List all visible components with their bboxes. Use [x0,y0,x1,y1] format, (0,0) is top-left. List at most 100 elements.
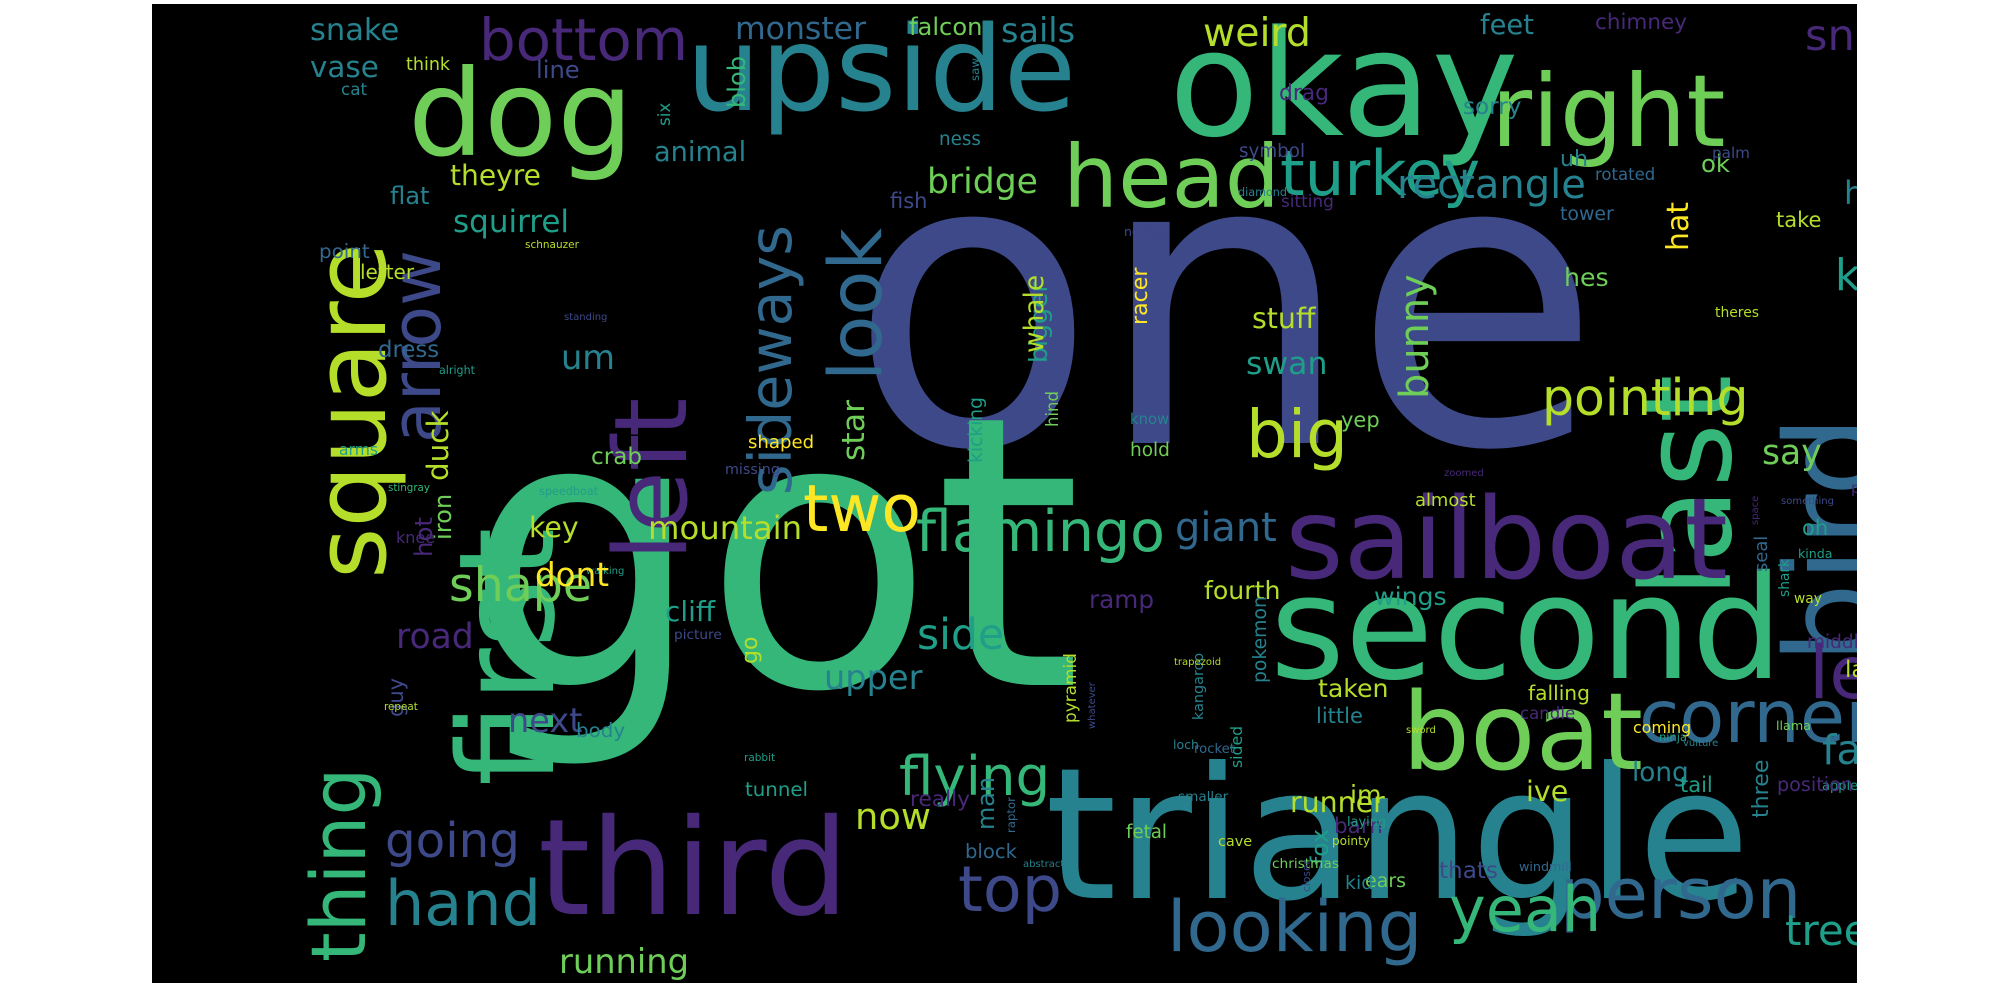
word-walking: walking [586,566,625,577]
word-flying: flying [899,744,1051,808]
word-know: know [1130,411,1170,428]
word-kicking: kicking [966,396,987,463]
word-sword: sword [1406,725,1436,736]
word-pipe: pipe [1851,480,1857,497]
word-arms: arms [339,441,379,459]
word-theyre: theyre [450,159,541,192]
word-space: space [1750,495,1761,525]
word-symbol: symbol [1239,141,1306,162]
word-hot: hot [409,517,438,557]
word-shark: shark [1777,558,1793,597]
word-rabbit: rabbit [744,752,776,764]
word-running: running [559,942,689,981]
word-say: say [1762,433,1822,473]
word-tail: tail [1680,773,1713,797]
word-shaped: shaped [748,432,815,453]
word-sorry: sorry [1463,94,1522,120]
word-bunny: bunny [1392,274,1438,399]
word-feet: feet [1480,10,1534,41]
word-cat: cat [341,79,368,99]
word-right: right [1491,53,1726,170]
word-palm: palm [1712,144,1750,162]
word-six: six [654,102,674,126]
word-duck: duck [421,410,455,481]
word-snout: snout [1805,11,1857,61]
word-bridge: bridge [927,162,1038,202]
word-hold: hold [1130,440,1170,461]
word-looking: looking [1167,886,1423,968]
word-vase: vase [310,50,379,84]
word-schnauzer: schnauzer [525,239,579,251]
word-thats: thats [1439,858,1498,884]
word-road: road [396,617,474,657]
word-second: second [1270,545,1783,712]
word-blob: blob [723,55,751,108]
word-head: head [1063,127,1280,228]
word-whale: whale [1019,274,1050,353]
word-normal: normal [1124,224,1169,239]
word-bottom: bottom [479,6,689,74]
word-big: big [1246,396,1348,473]
word-turkey: turkey [1280,137,1481,210]
word-im: im [1350,780,1382,809]
word-candle: candle [1520,704,1576,723]
word-whatever: whatever [1087,682,1098,729]
word-trapezoid: trapezoid [1174,657,1222,668]
word-facing: facing [1822,726,1857,774]
word-missing: missing [725,462,780,478]
word-wings: wings [1374,582,1447,611]
word-dog: dog [408,45,634,184]
word-house: house [1844,175,1857,212]
word-sideways: sideways [736,224,805,495]
word-really: really [910,787,970,812]
word-sails: sails [1001,11,1076,50]
word-racer: racer [1127,267,1153,325]
word-repeat: repeat [384,701,418,713]
word-go: go [737,636,763,664]
word-hat: hat [1661,202,1696,251]
word-triangle: triangle [1045,729,1751,942]
word-hind: hind [1043,391,1062,427]
word-pyramid: pyramid [1060,653,1080,723]
word-upside: upside [686,4,1077,138]
word-zoomed: zoomed [1444,468,1484,479]
word-oh: oh [1802,516,1829,540]
word-uh: uh [1560,146,1589,172]
word-third: third [538,791,849,946]
word-drag: drag [1279,81,1329,106]
word-closer: closer [1300,860,1313,892]
word-laying: laying [1347,815,1387,830]
word-kinda: kinda [1798,546,1833,561]
word-corner: corner [1639,675,1857,760]
word-body: body [576,719,626,742]
word-chimney: chimney [1595,10,1687,35]
word-ive: ive [1526,775,1569,808]
word-almost: almost [1415,490,1476,511]
word-long: long [1632,758,1689,788]
word-ears: ears [1365,870,1407,892]
word-ok: ok [1701,149,1731,178]
word-pokemon: pokemon [1250,596,1271,683]
word-mountain: mountain [648,509,803,547]
word-squirrel: squirrel [453,204,570,240]
word-falcon: falcon [909,13,983,41]
word-stuff: stuff [1252,302,1316,335]
word-now: now [855,795,931,838]
word-llama: llama [1776,718,1811,733]
word-alright: alright [439,364,475,377]
word-ness: ness [939,129,981,150]
word-something: something [1781,496,1834,507]
word-barn: barn [1334,814,1383,839]
word-boat: boat [1402,671,1644,795]
word-christmas: christmas [1272,856,1339,872]
word-um: um [561,338,615,377]
word-position: position [1777,773,1854,796]
word-three: three [1748,759,1774,818]
word-side: side [917,611,1005,660]
word-standing: standing [564,312,608,323]
word-middle: middle [1807,632,1857,653]
word-next: next [508,701,583,740]
word-vulture: vulture [1683,738,1719,749]
word-star: star [836,399,872,461]
word-block: block [965,840,1017,863]
